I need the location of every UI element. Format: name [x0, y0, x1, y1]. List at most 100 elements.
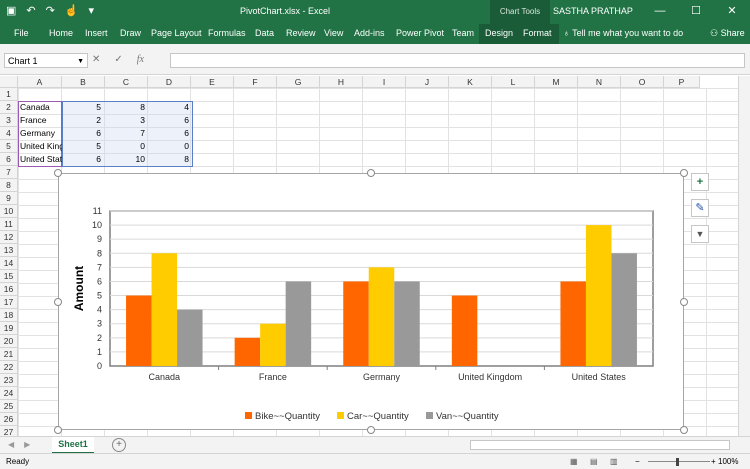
- tab-insert[interactable]: Insert: [85, 28, 108, 38]
- tell-me-search[interactable]: ♁ Tell me what you want to do: [563, 28, 683, 38]
- cell-value[interactable]: 8: [140, 102, 145, 112]
- chart-resize-handle[interactable]: [54, 297, 62, 306]
- column-header[interactable]: N: [578, 76, 621, 88]
- column-header[interactable]: M: [535, 76, 578, 88]
- tab-format[interactable]: Format: [523, 28, 552, 38]
- zoom-out-button[interactable]: −: [635, 457, 640, 466]
- chart-resize-handle[interactable]: [367, 169, 375, 177]
- cell-value[interactable]: 10: [135, 154, 145, 164]
- row-header[interactable]: 26: [0, 413, 18, 426]
- chart-resize-handle[interactable]: [680, 297, 688, 306]
- chart-elements-button[interactable]: +: [691, 173, 709, 191]
- cell-row-label[interactable]: United Kingdom: [20, 141, 62, 151]
- user-name[interactable]: SASTHA PRATHAP: [553, 6, 633, 16]
- row-header[interactable]: 9: [0, 192, 18, 205]
- chart-resize-handle[interactable]: [680, 169, 688, 177]
- share-button[interactable]: ⚇ Share: [710, 28, 745, 39]
- row-header[interactable]: 19: [0, 322, 18, 335]
- row-header[interactable]: 24: [0, 387, 18, 400]
- chart-filters-button[interactable]: ▼: [691, 225, 709, 243]
- page-layout-view-icon[interactable]: ▤: [590, 457, 598, 466]
- column-header[interactable]: G: [277, 76, 320, 88]
- tab-add-ins[interactable]: Add-ins: [354, 28, 385, 38]
- page-break-view-icon[interactable]: ▥: [610, 457, 618, 466]
- row-header[interactable]: 22: [0, 361, 18, 374]
- column-header[interactable]: J: [406, 76, 449, 88]
- column-header[interactable]: D: [148, 76, 191, 88]
- zoom-level[interactable]: 100%: [718, 457, 739, 466]
- row-header[interactable]: 10: [0, 205, 18, 218]
- formula-input[interactable]: [170, 53, 745, 68]
- tab-view[interactable]: View: [324, 28, 344, 38]
- row-header[interactable]: 13: [0, 244, 18, 257]
- cell-value[interactable]: 6: [184, 128, 189, 138]
- row-header[interactable]: 17: [0, 296, 18, 309]
- row-header[interactable]: 18: [0, 309, 18, 322]
- row-header[interactable]: 25: [0, 400, 18, 413]
- cell-value[interactable]: 6: [96, 128, 101, 138]
- row-header[interactable]: 1: [0, 88, 18, 101]
- column-header[interactable]: E: [191, 76, 234, 88]
- customize-qat-icon[interactable]: ▾: [88, 5, 95, 17]
- column-header[interactable]: A: [18, 76, 62, 88]
- column-header[interactable]: F: [234, 76, 277, 88]
- undo-icon[interactable]: ↶: [26, 5, 36, 17]
- chart-styles-button[interactable]: ✎: [691, 199, 709, 217]
- column-header[interactable]: O: [621, 76, 664, 88]
- tab-review[interactable]: Review: [286, 28, 316, 38]
- column-header[interactable]: I: [363, 76, 406, 88]
- minimize-button[interactable]: —: [654, 5, 666, 17]
- redo-icon[interactable]: ↷: [45, 5, 55, 17]
- tab-data[interactable]: Data: [255, 28, 275, 38]
- tab-design[interactable]: Design: [485, 28, 514, 38]
- row-header[interactable]: 20: [0, 335, 18, 348]
- column-header[interactable]: H: [320, 76, 363, 88]
- cell-row-label[interactable]: Germany: [20, 128, 55, 138]
- cell-row-label[interactable]: Canada: [20, 102, 50, 112]
- row-header[interactable]: 4: [0, 127, 18, 140]
- zoom-slider[interactable]: [648, 461, 710, 462]
- normal-view-icon[interactable]: ▦: [570, 457, 578, 466]
- chevron-down-icon[interactable]: ▼: [77, 58, 84, 65]
- tab-home[interactable]: Home: [49, 28, 74, 38]
- cell-value[interactable]: 6: [184, 115, 189, 125]
- cell-value[interactable]: 8: [184, 154, 189, 164]
- name-box[interactable]: Chart 1 ▼: [4, 53, 88, 68]
- touch-mode-icon[interactable]: ☝: [64, 5, 79, 17]
- tab-draw[interactable]: Draw: [120, 28, 142, 38]
- add-sheet-button[interactable]: +: [112, 438, 126, 452]
- insert-function-icon[interactable]: fx: [136, 54, 144, 65]
- column-header[interactable]: L: [492, 76, 535, 88]
- sheet-tab-sheet1[interactable]: Sheet1: [52, 437, 94, 454]
- cell-value[interactable]: 3: [140, 115, 145, 125]
- column-header[interactable]: B: [62, 76, 105, 88]
- cell-value[interactable]: 5: [96, 141, 101, 151]
- zoom-in-button[interactable]: +: [711, 457, 716, 466]
- tab-file[interactable]: File: [14, 28, 29, 38]
- cell-value[interactable]: 6: [96, 154, 101, 164]
- next-sheet-icon[interactable]: ▶: [24, 440, 31, 449]
- pivot-chart[interactable]: 0 1 2 3 4 5 6 7 8 9 10 11 Amount Canada France Germany U…: [58, 173, 684, 430]
- cell-row-label[interactable]: United States: [20, 154, 62, 164]
- chart-resize-handle[interactable]: [367, 426, 375, 434]
- row-header[interactable]: 15: [0, 270, 18, 283]
- horizontal-scrollbar[interactable]: [470, 440, 730, 450]
- row-header[interactable]: 16: [0, 283, 18, 296]
- tab-page-layout[interactable]: Page Layout: [151, 28, 202, 38]
- chart-resize-handle[interactable]: [54, 169, 62, 177]
- tab-team[interactable]: Team: [452, 28, 475, 38]
- tab-power-pivot[interactable]: Power Pivot: [396, 28, 445, 38]
- row-header[interactable]: 11: [0, 218, 18, 231]
- row-header[interactable]: 6: [0, 153, 18, 166]
- cell-value[interactable]: 0: [184, 141, 189, 151]
- maximize-button[interactable]: ☐: [691, 5, 701, 17]
- cell-value[interactable]: 2: [96, 115, 101, 125]
- tab-formulas[interactable]: Formulas: [208, 28, 246, 38]
- chart-resize-handle[interactable]: [54, 426, 62, 434]
- zoom-slider-handle[interactable]: [676, 458, 679, 466]
- row-header[interactable]: 21: [0, 348, 18, 361]
- close-button[interactable]: ✕: [727, 5, 737, 17]
- row-header[interactable]: 7: [0, 166, 18, 179]
- row-header[interactable]: 14: [0, 257, 18, 270]
- cell-value[interactable]: 0: [140, 141, 145, 151]
